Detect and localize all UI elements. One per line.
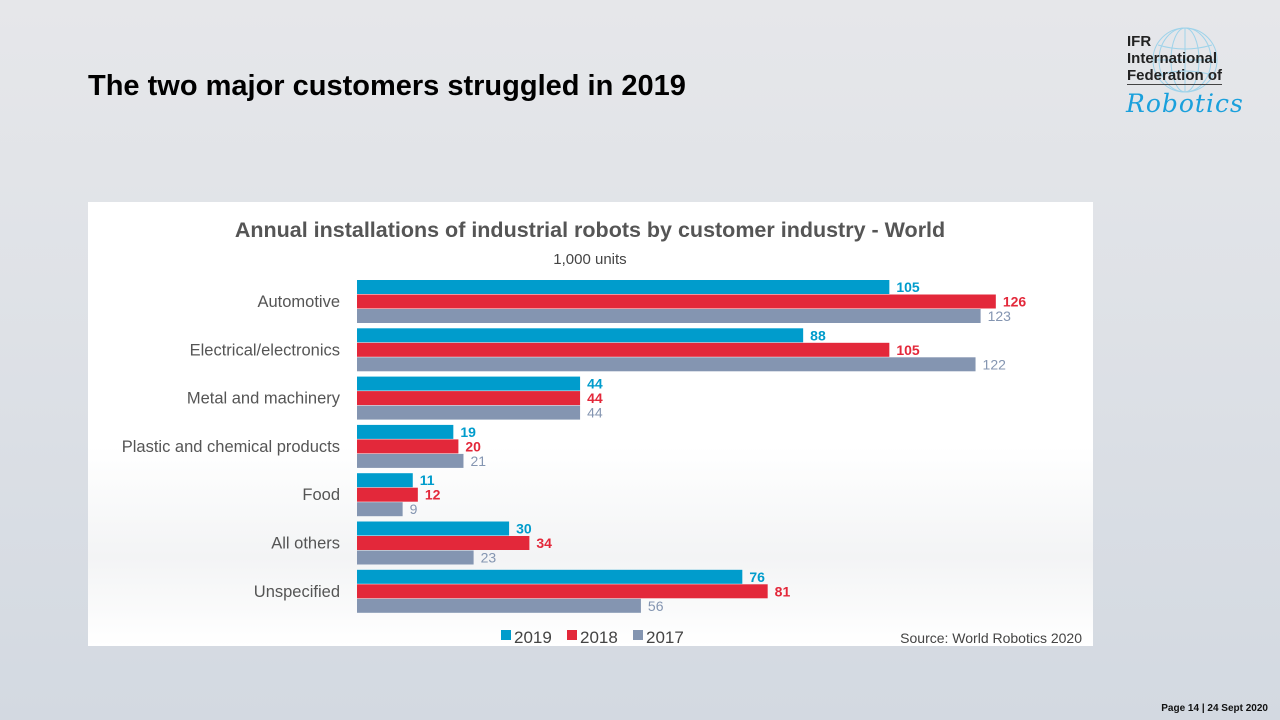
logo-line-3: Federation of: [1127, 67, 1223, 85]
data-label-2017: 44: [587, 405, 603, 421]
bar-2018: [357, 536, 530, 550]
data-label-2018: 126: [1003, 294, 1027, 310]
bar-2018: [357, 584, 768, 599]
data-label-2017: 122: [983, 356, 1007, 372]
bar-2019: [357, 280, 890, 294]
ifr-logo: IFR International Federation of Robotics: [1120, 25, 1260, 125]
chart-title: Annual installations of industrial robot…: [235, 218, 945, 242]
bar-2017: [357, 357, 976, 372]
bar-2017: [357, 550, 474, 565]
category-label: Unspecified: [254, 583, 340, 601]
legend-swatch-2019: [501, 630, 511, 640]
bar-2019: [357, 328, 804, 343]
slide-title: The two major customers struggled in 201…: [88, 70, 686, 102]
data-label-2017: 9: [410, 501, 418, 517]
category-label: Food: [302, 486, 340, 504]
data-label-2018: 81: [775, 583, 791, 599]
legend-label-2017: 2017: [646, 628, 684, 646]
bar-2017: [357, 405, 581, 420]
bar-2018: [357, 342, 890, 357]
bar-chart: Annual installations of industrial robot…: [122, 218, 1082, 646]
chart-subtitle: 1,000 units: [553, 251, 626, 268]
data-label-2018: 44: [587, 390, 603, 406]
bar-2017: [357, 453, 464, 468]
bar-2019: [357, 569, 743, 584]
bar-2018: [357, 439, 459, 454]
category-label: Plastic and chemical products: [122, 438, 340, 456]
data-label-2019: 105: [896, 279, 920, 295]
logo-robotics: Robotics: [1126, 89, 1244, 118]
category-label: Electrical/electronics: [190, 341, 340, 359]
bar-2017: [357, 502, 403, 517]
legend-label-2018: 2018: [580, 628, 618, 646]
data-label-2019: 44: [587, 376, 603, 392]
data-label-2017: 56: [648, 598, 664, 614]
page-footer: Page 14 | 24 Sept 2020: [1161, 703, 1268, 714]
logo-line-2: International: [1127, 50, 1218, 67]
bar-2018: [357, 391, 581, 406]
category-label: Metal and machinery: [187, 390, 341, 408]
bar-2017: [357, 598, 641, 613]
category-label: All others: [271, 535, 340, 553]
data-label-2018: 105: [896, 342, 920, 358]
bar-2019: [357, 424, 454, 439]
data-label-2017: 21: [470, 453, 486, 469]
legend: 2019 2018 2017: [501, 628, 684, 646]
data-label-2019: 19: [460, 424, 476, 440]
legend-label-2019: 2019: [514, 628, 552, 646]
bar-2019: [357, 473, 413, 488]
data-label-2019: 30: [516, 521, 532, 537]
legend-swatch-2018: [567, 630, 577, 640]
data-label-2017: 23: [481, 550, 497, 566]
data-label-2019: 88: [810, 327, 826, 343]
source-note: Source: World Robotics 2020: [900, 630, 1082, 646]
data-label-2018: 20: [465, 438, 481, 454]
legend-swatch-2017: [633, 630, 643, 640]
bar-2019: [357, 521, 510, 536]
data-label-2018: 34: [536, 535, 552, 551]
data-label-2018: 12: [425, 487, 441, 503]
bar-2019: [357, 376, 581, 391]
bar-2018: [357, 294, 996, 309]
data-label-2017: 123: [988, 308, 1012, 324]
data-label-2019: 11: [420, 472, 435, 488]
bar-2018: [357, 487, 418, 502]
category-label: Automotive: [257, 293, 340, 311]
data-label-2019: 76: [749, 569, 765, 585]
bar-2017: [357, 309, 981, 323]
globe-icon: [1152, 27, 1218, 93]
chart-panel: Annual installations of industrial robot…: [88, 202, 1093, 646]
logo-line-1: IFR: [1127, 33, 1152, 50]
